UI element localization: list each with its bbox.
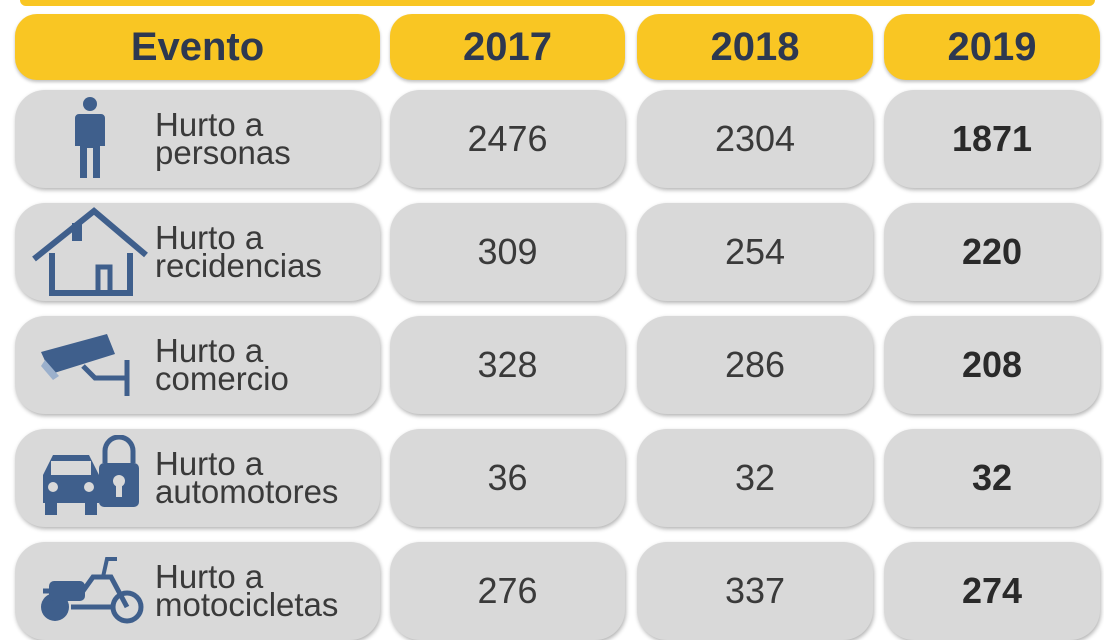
value-cell: 32 [637,429,873,527]
event-cell: Hurto a recidencias [15,203,380,301]
event-label-line: automotores [155,473,339,510]
event-label-line: Hurto a [155,219,264,256]
event-label: Hurto a recidencias [155,219,322,284]
value-cell: 276 [390,542,625,640]
event-icon [31,435,149,521]
header-cell: Evento [15,14,380,80]
event-label-line: personas [155,134,291,171]
header-cell: 2017 [390,14,625,80]
value-cell: 274 [884,542,1100,640]
event-label-line: Hurto a [155,332,264,369]
event-cell: Hurto a personas [15,90,380,188]
event-label-line: Hurto a [155,558,264,595]
event-icon [31,551,149,631]
top-bar [20,0,1095,6]
value-cell: 36 [390,429,625,527]
value-cell: 32 [884,429,1100,527]
event-label-line: comercio [155,360,289,397]
event-label: Hurto a automotores [155,445,339,510]
value-cell: 208 [884,316,1100,414]
event-cell: Hurto a comercio [15,316,380,414]
value-cell: 2476 [390,90,625,188]
event-label: Hurto a comercio [155,332,289,397]
value-cell: 337 [637,542,873,640]
event-label-line: recidencias [155,247,322,284]
value-cell: 254 [637,203,873,301]
value-cell: 2304 [637,90,873,188]
event-label-line: Hurto a [155,445,264,482]
event-cell: Hurto a motocicletas [15,542,380,640]
value-cell: 1871 [884,90,1100,188]
value-cell: 286 [637,316,873,414]
event-label-line: motocicletas [155,586,339,623]
header-cell: 2019 [884,14,1100,80]
event-cell: Hurto a automotores [15,429,380,527]
value-cell: 220 [884,203,1100,301]
event-icon [31,330,149,400]
event-label: Hurto a motocicletas [155,558,339,623]
event-icon [31,207,149,297]
event-label: Hurto a personas [155,106,291,171]
value-cell: 328 [390,316,625,414]
event-icon [31,96,149,182]
header-cell: 2018 [637,14,873,80]
event-label-line: Hurto a [155,106,264,143]
value-cell: 309 [390,203,625,301]
